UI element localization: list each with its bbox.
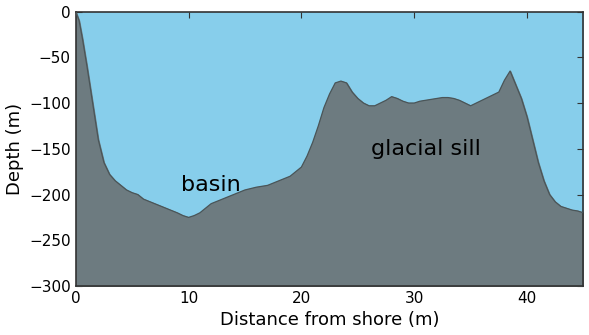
Text: basin: basin — [181, 176, 241, 195]
X-axis label: Distance from shore (m): Distance from shore (m) — [220, 312, 439, 329]
Text: glacial sill: glacial sill — [370, 139, 481, 159]
Y-axis label: Depth (m): Depth (m) — [5, 103, 24, 195]
